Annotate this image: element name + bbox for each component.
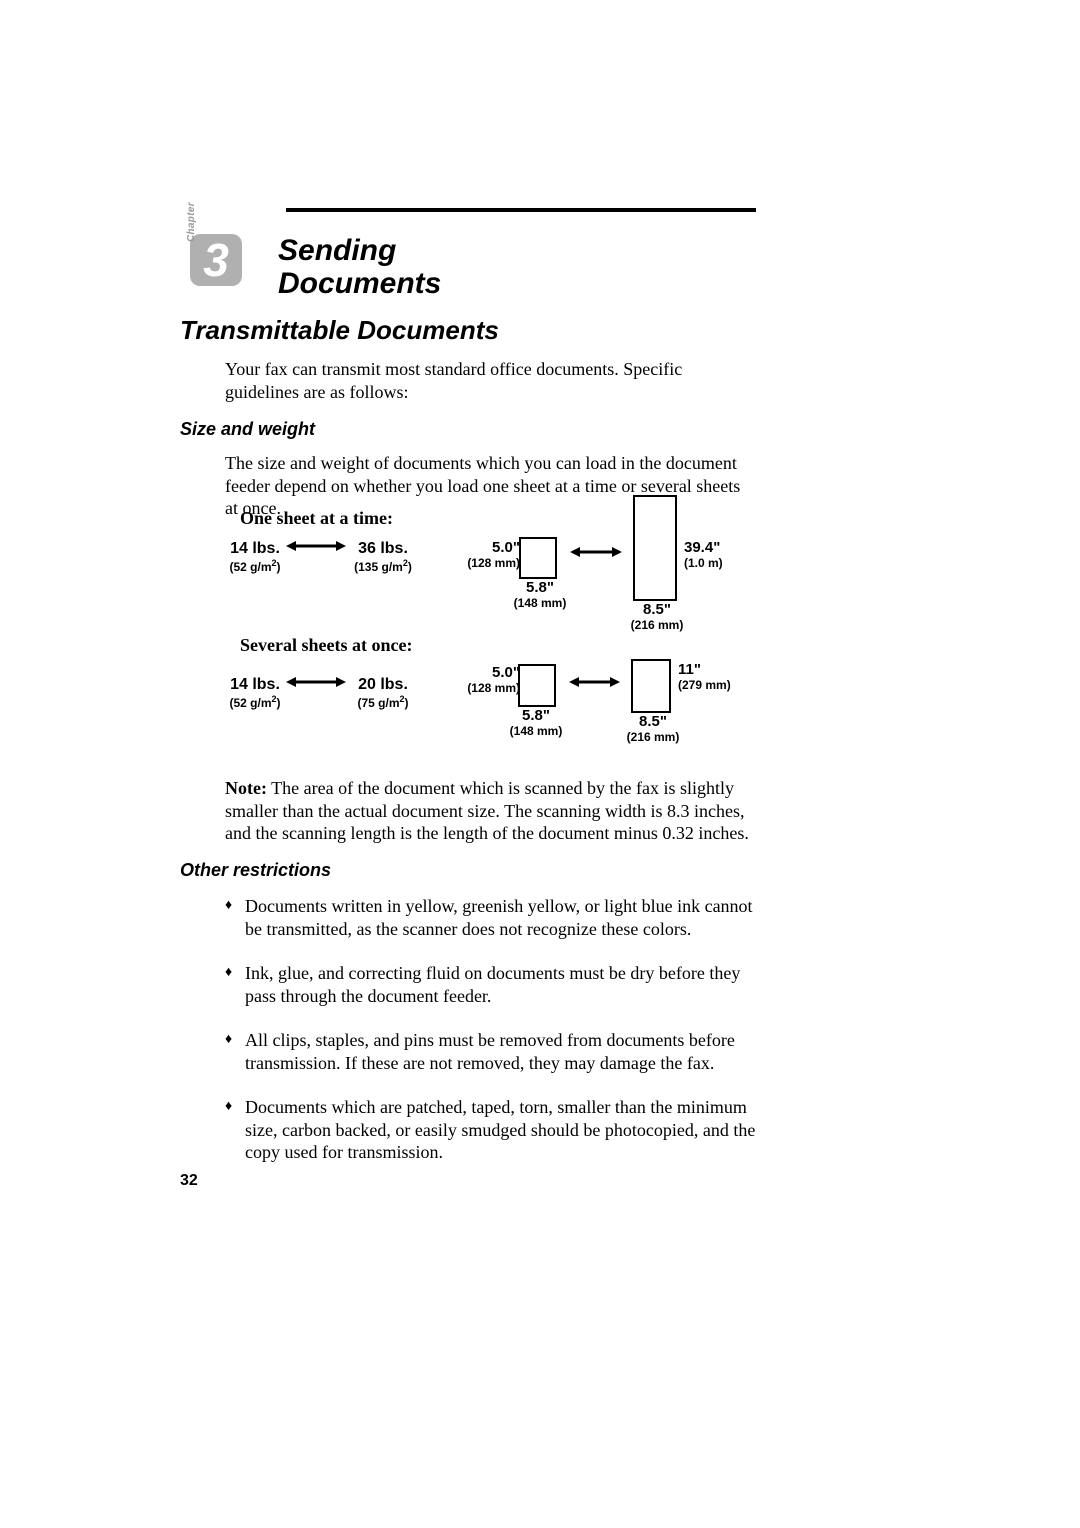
scan-note: Note: The area of the document which is …	[225, 777, 757, 845]
page: Chapter 3 Sending Documents Transmittabl…	[0, 0, 1080, 1528]
other-restrictions-heading: Other restrictions	[180, 860, 331, 881]
page-number: 32	[180, 1172, 198, 1190]
list-item: Documents written in yellow, greenish ye…	[225, 895, 760, 940]
restrictions-list: Documents written in yellow, greenish ye…	[225, 895, 760, 1186]
diagram-svg	[0, 0, 1080, 1528]
list-item: Ink, glue, and correcting fluid on docum…	[225, 962, 760, 1007]
note-label: Note:	[225, 778, 267, 798]
note-text: The area of the document which is scanne…	[225, 778, 749, 843]
list-item: All clips, staples, and pins must be rem…	[225, 1029, 760, 1074]
list-item: Documents which are patched, taped, torn…	[225, 1096, 760, 1164]
